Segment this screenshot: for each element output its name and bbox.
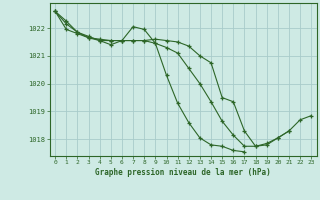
X-axis label: Graphe pression niveau de la mer (hPa): Graphe pression niveau de la mer (hPa)	[95, 168, 271, 177]
